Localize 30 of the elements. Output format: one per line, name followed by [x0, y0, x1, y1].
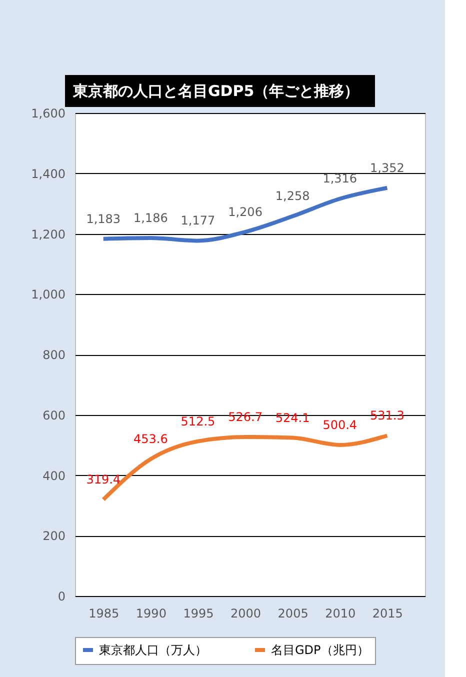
x-tick-label: 1995 [183, 606, 214, 620]
data-label: 453.6 [133, 432, 168, 446]
legend-label: 東京都人口（万人） [99, 643, 207, 657]
data-label: 1,258 [275, 189, 310, 204]
y-tick-label: 600 [42, 408, 66, 422]
y-tick-label: 0 [58, 590, 66, 604]
y-tick-label: 200 [42, 529, 66, 544]
y-tick-label: 400 [42, 468, 66, 483]
x-tick-label: 2000 [230, 606, 262, 620]
data-label: 1,206 [228, 204, 262, 219]
data-label: 319.4 [86, 472, 121, 487]
x-tick-label: 2015 [372, 606, 403, 620]
x-tick-label: 2010 [325, 606, 356, 620]
x-tick-label: 2005 [278, 606, 308, 620]
data-label: 512.5 [180, 414, 216, 428]
y-tick-label: 1,000 [31, 288, 66, 302]
data-label: 1,183 [86, 212, 121, 226]
x-tick-label: 1990 [136, 606, 166, 620]
x-tick-label: 1985 [88, 606, 120, 620]
y-tick-label: 1,200 [31, 227, 66, 242]
data-label: 500.4 [322, 418, 358, 432]
data-label: 1,316 [322, 172, 358, 186]
data-label: 1,177 [180, 214, 216, 228]
y-tick-label: 1,400 [31, 166, 66, 181]
y-tick-label: 800 [42, 348, 66, 362]
legend-label: 名目GDP（兆円） [271, 643, 369, 657]
data-label: 1,186 [133, 210, 168, 225]
chart-title: 東京都の人口と名目GDP5（年ごと推移） [72, 82, 360, 100]
data-label: 1,352 [370, 160, 404, 175]
y-tick-label: 1,600 [31, 106, 66, 120]
